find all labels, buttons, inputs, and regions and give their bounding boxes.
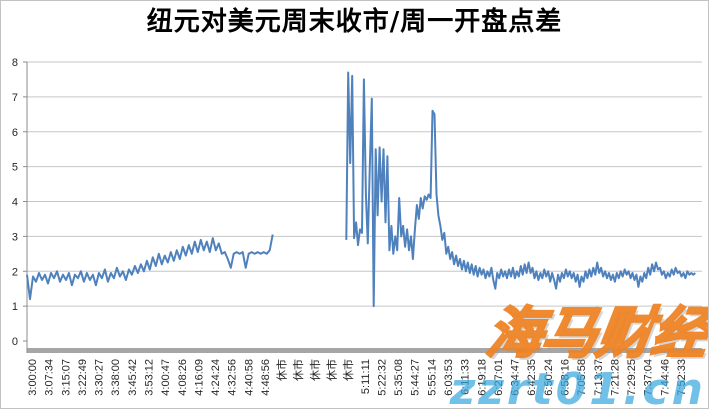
x-tick-label: 4:00:47 [160, 359, 172, 396]
x-tick-label: 4:32:56 [227, 359, 239, 396]
y-axis [23, 61, 28, 353]
x-tick-label: 休市 [291, 359, 305, 381]
x-tick-label: 3:38:00 [110, 359, 122, 396]
x-tick-label: 4:40:58 [243, 359, 255, 396]
x-tick-label: 6:58:16 [559, 359, 571, 396]
y-axis-labels: 0 1 2 3 4 5 6 7 8 [12, 57, 18, 348]
x-tick-label: 6:27:01 [493, 359, 505, 396]
series-path [345, 71, 696, 308]
x-tick-label: 休市 [341, 359, 355, 381]
y-tick-label: 1 [12, 301, 18, 313]
x-tick-label: 3:53:12 [143, 359, 155, 396]
y-tick-label: 8 [12, 57, 18, 69]
x-tick-label: 7:29:25 [626, 359, 638, 396]
x-tick-label: 7:37:04 [643, 359, 655, 396]
x-tick-label: 7:52:33 [676, 359, 688, 396]
x-tick-label: 7:13:37 [593, 359, 605, 396]
x-tick-label: 6:03:53 [443, 359, 455, 396]
x-tick-label: 4:24:24 [210, 359, 222, 396]
x-tick-label: 6:11:33 [460, 359, 472, 395]
x-tick-label: 5:44:27 [410, 359, 422, 396]
x-tick-label: 3:22:49 [77, 359, 89, 396]
y-tick-label: 7 [12, 92, 18, 104]
x-tick-label: 6:42:35 [526, 359, 538, 396]
x-tick-label: 3:00:00 [27, 359, 39, 396]
x-tick-label: 3:45:42 [127, 359, 139, 396]
x-tick-label: 6:34:47 [510, 359, 522, 396]
x-tick-label: 4:48:56 [260, 359, 272, 396]
x-tick-label: 4:08:26 [177, 359, 189, 396]
x-tick-label: 5:55:14 [426, 359, 438, 396]
x-tick-label: 7:21:28 [609, 359, 621, 396]
x-tick-label: 休市 [275, 359, 289, 381]
y-tick-label: 0 [12, 336, 18, 348]
x-tick-label: 休市 [325, 359, 339, 381]
x-tick-label: 6:50:24 [543, 359, 555, 396]
spread-line-series [26, 71, 696, 308]
x-tick-label: 休市 [308, 359, 322, 381]
x-tick-label: 7:44:46 [659, 359, 671, 396]
x-tick-label: 6:19:18 [476, 359, 488, 396]
series-path [26, 234, 274, 301]
y-tick-label: 2 [12, 266, 18, 278]
x-tick-label: 3:07:34 [44, 359, 56, 396]
x-axis-line [27, 348, 702, 353]
x-tick-label: 3:30:27 [94, 359, 106, 396]
x-tick-label: 5:35:08 [393, 359, 405, 396]
y-tick-label: 3 [12, 231, 18, 243]
x-tick-label: 4:16:09 [193, 359, 205, 396]
y-tick-label: 6 [12, 127, 18, 139]
y-tick-label: 4 [12, 197, 18, 209]
chart-title: 纽元对美元周末收市/周一开盘点差 [146, 7, 563, 37]
x-tick-label: 5:11:11 [360, 359, 372, 394]
x-axis-labels: 3:00:00 3:07:34 3:15:07 3:22:49 3:30:27 3:38:… [27, 359, 688, 396]
x-tick-label: 7:05:58 [576, 359, 588, 396]
x-tick-label: 5:22:32 [376, 359, 388, 396]
x-tick-label: 3:15:07 [60, 359, 72, 396]
y-tick-label: 5 [12, 162, 18, 174]
